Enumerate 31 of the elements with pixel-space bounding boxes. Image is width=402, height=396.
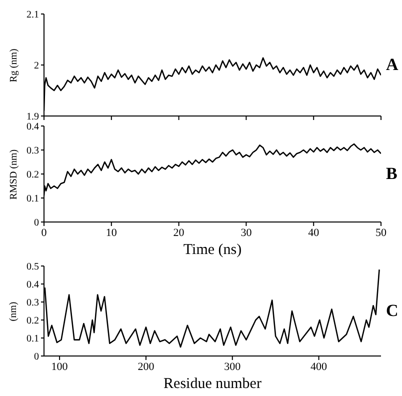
x-axis-title: Time (ns) [183, 242, 242, 258]
y-axis-title: Rg (nm) [8, 48, 20, 82]
y-tick-label: 0 [34, 352, 39, 363]
x-tick-label: 20 [173, 226, 185, 239]
y-tick-label: 2 [34, 60, 39, 72]
y-tick-label: 0.1 [26, 194, 39, 205]
x-tick-label: 30 [240, 226, 252, 239]
y-tick-label: 0.3 [26, 146, 39, 157]
x-axis-title: Residue number [164, 376, 262, 392]
y-axis-title: (nm) [8, 301, 20, 321]
x-tick-label: 100 [51, 360, 68, 373]
text: C [386, 301, 398, 321]
x-tick-label: 200 [138, 360, 155, 373]
x-tick-label: 10 [106, 226, 118, 239]
y-tick-label: 1.9 [26, 112, 39, 123]
x-tick-label: 400 [310, 360, 328, 373]
y-tick-label: 2.1 [26, 10, 39, 21]
y-tick-label: 0.3 [26, 298, 39, 309]
y-tick-label: 0.4 [26, 122, 39, 133]
y-tick-label: 0.4 [26, 280, 39, 291]
y-tick-label: 0.1 [26, 334, 39, 345]
text: B [386, 164, 398, 184]
x-tick-label: 300 [224, 360, 242, 373]
x-tick-label: 40 [308, 226, 320, 239]
y-axis-title: RMSD (nm) [8, 148, 20, 200]
y-tick-label: 0 [34, 218, 39, 229]
y-tick-label: 0.2 [26, 170, 39, 181]
x-tick-label: 50 [376, 226, 387, 239]
y-tick-label: 0.2 [26, 316, 39, 327]
text: A [386, 55, 398, 75]
y-tick-label: 0.5 [26, 262, 39, 273]
